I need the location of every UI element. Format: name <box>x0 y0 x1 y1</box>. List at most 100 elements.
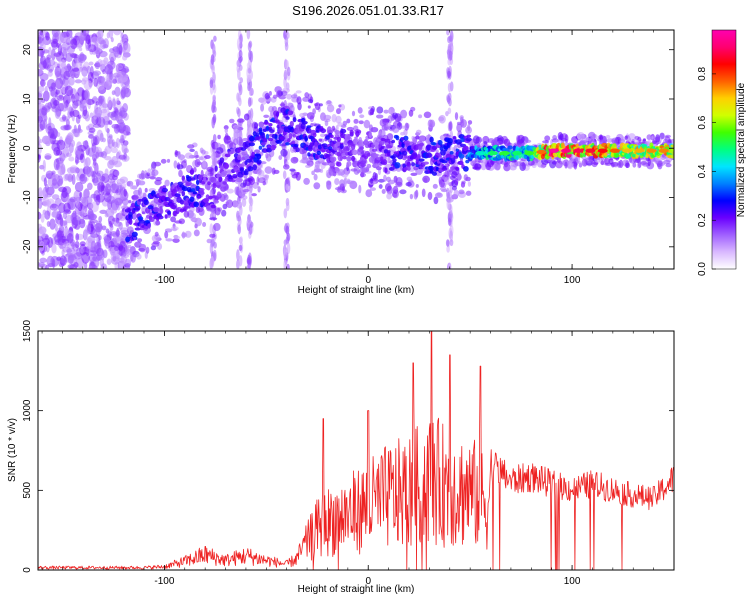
spectrogram-cell <box>336 136 342 142</box>
spectrogram-cell <box>224 127 229 134</box>
spectrogram-cell <box>438 116 445 122</box>
spectrogram-cell <box>74 194 80 206</box>
spectrogram-cell <box>79 191 83 198</box>
spectrogram-cell <box>184 152 193 159</box>
spectrogram-cell <box>209 223 214 235</box>
spectrogram-cell <box>123 188 127 197</box>
spectrogram-cell <box>38 110 41 117</box>
spectrogram-cell <box>247 166 254 172</box>
spectrogram-cell <box>125 236 131 243</box>
spectrogram-cell <box>405 181 412 187</box>
spectrogram-cell <box>107 138 114 149</box>
spectrogram-cell <box>371 148 378 152</box>
spectrogram-cell <box>353 118 359 124</box>
spectrogram-cell <box>272 94 278 99</box>
spectrogram-cell <box>80 247 84 254</box>
spectrogram-cell <box>299 112 306 118</box>
spectrogram-cell <box>83 158 88 170</box>
spectrogram-cell <box>521 161 526 170</box>
spectrogram-cell <box>384 183 392 192</box>
spectrogram-cell <box>235 178 244 183</box>
spectrogram-cell <box>111 90 116 96</box>
spectrogram-cell <box>49 127 58 140</box>
spectrogram-cell <box>379 118 387 127</box>
spectrogram-cell <box>445 110 449 117</box>
spectrogram-cell <box>177 151 181 159</box>
spectrogram-cell <box>637 159 642 169</box>
spectrogram-cell <box>186 181 192 186</box>
spectrogram-cell <box>44 264 50 269</box>
spectrogram-cell <box>83 79 93 91</box>
spectrogram-cell <box>286 232 291 242</box>
spectrogram-cell <box>74 181 84 193</box>
spectrogram-cell <box>136 253 142 260</box>
spectrogram-cell <box>474 163 482 171</box>
spectrogram-cell <box>455 166 460 171</box>
spectrogram-cell <box>38 197 42 202</box>
spectrogram-cell <box>351 155 356 162</box>
spectrogram-cell <box>387 155 391 164</box>
spectrogram-cell <box>120 182 127 190</box>
spectrogram-cell <box>548 148 559 153</box>
spectrogram-cell <box>241 156 246 161</box>
spectrogram-cell <box>173 235 181 240</box>
spectrogram-cell <box>447 263 452 269</box>
spectrogram-cell <box>110 183 119 194</box>
spectrogram-cell <box>447 138 454 144</box>
spectrogram-cell <box>84 114 91 122</box>
spectrogram-cell <box>249 50 254 63</box>
spectrogram-cell <box>599 135 604 141</box>
spectrogram-cell <box>451 171 458 179</box>
spectrogram-cell <box>72 67 80 72</box>
spectrogram-cell <box>212 71 216 84</box>
spectrogram-y-tick-label: 10 <box>22 93 33 105</box>
spectrogram-cell <box>263 114 270 119</box>
spectrogram-cell <box>69 167 79 174</box>
spectrogram-cell <box>335 115 342 124</box>
spectrogram-cell <box>314 141 318 148</box>
spectrogram-cell <box>524 151 535 156</box>
snr-background <box>38 331 674 570</box>
spectrogram-cell <box>131 231 138 238</box>
spectrogram-cell <box>223 162 230 169</box>
spectrogram-cell <box>254 149 261 154</box>
spectrogram-cell <box>189 196 195 202</box>
spectrogram-cell <box>460 119 467 128</box>
spectrogram-cell <box>58 186 67 193</box>
spectrogram-cell <box>150 162 156 172</box>
spectrogram-cell <box>578 134 582 139</box>
spectrogram-cell <box>313 185 319 189</box>
spectrogram-cell <box>368 109 373 116</box>
spectrogram-cell <box>65 99 69 108</box>
spectrogram-cell <box>194 158 201 168</box>
spectrogram-cell <box>260 103 265 112</box>
spectrogram-cell <box>142 192 147 199</box>
spectrogram-cell <box>604 152 608 157</box>
spectrogram-cell <box>237 108 241 118</box>
spectrogram-cell <box>331 113 337 123</box>
spectrogram-cell <box>176 164 184 170</box>
spectrogram-cell <box>115 63 124 71</box>
spectrogram-cell <box>242 189 250 193</box>
spectrogram-cell <box>330 156 337 163</box>
spectrogram-cell <box>444 163 450 168</box>
spectrogram-cell <box>258 127 263 132</box>
snr-y-tick-label: 1000 <box>22 399 33 422</box>
spectrogram-cell <box>213 35 217 42</box>
spectrogram-cell <box>265 152 269 159</box>
spectrogram-cell <box>113 47 120 58</box>
spectrogram-cell <box>88 61 94 66</box>
spectrogram-cell <box>229 118 235 124</box>
spectrogram-cell <box>104 168 109 178</box>
spectrogram-cell <box>286 93 293 100</box>
spectrogram-cell <box>72 109 80 118</box>
spectrogram-cell <box>113 197 123 206</box>
colorbar-tick-label: 0.2 <box>697 213 708 227</box>
spectrogram-cell <box>42 90 50 102</box>
spectrogram-cell <box>51 243 57 254</box>
spectrogram-cell <box>161 187 168 193</box>
spectrogram-cell <box>249 197 254 207</box>
spectrogram-cell <box>210 204 216 209</box>
spectrogram-cell <box>209 217 218 221</box>
spectrogram-cell <box>151 242 160 247</box>
